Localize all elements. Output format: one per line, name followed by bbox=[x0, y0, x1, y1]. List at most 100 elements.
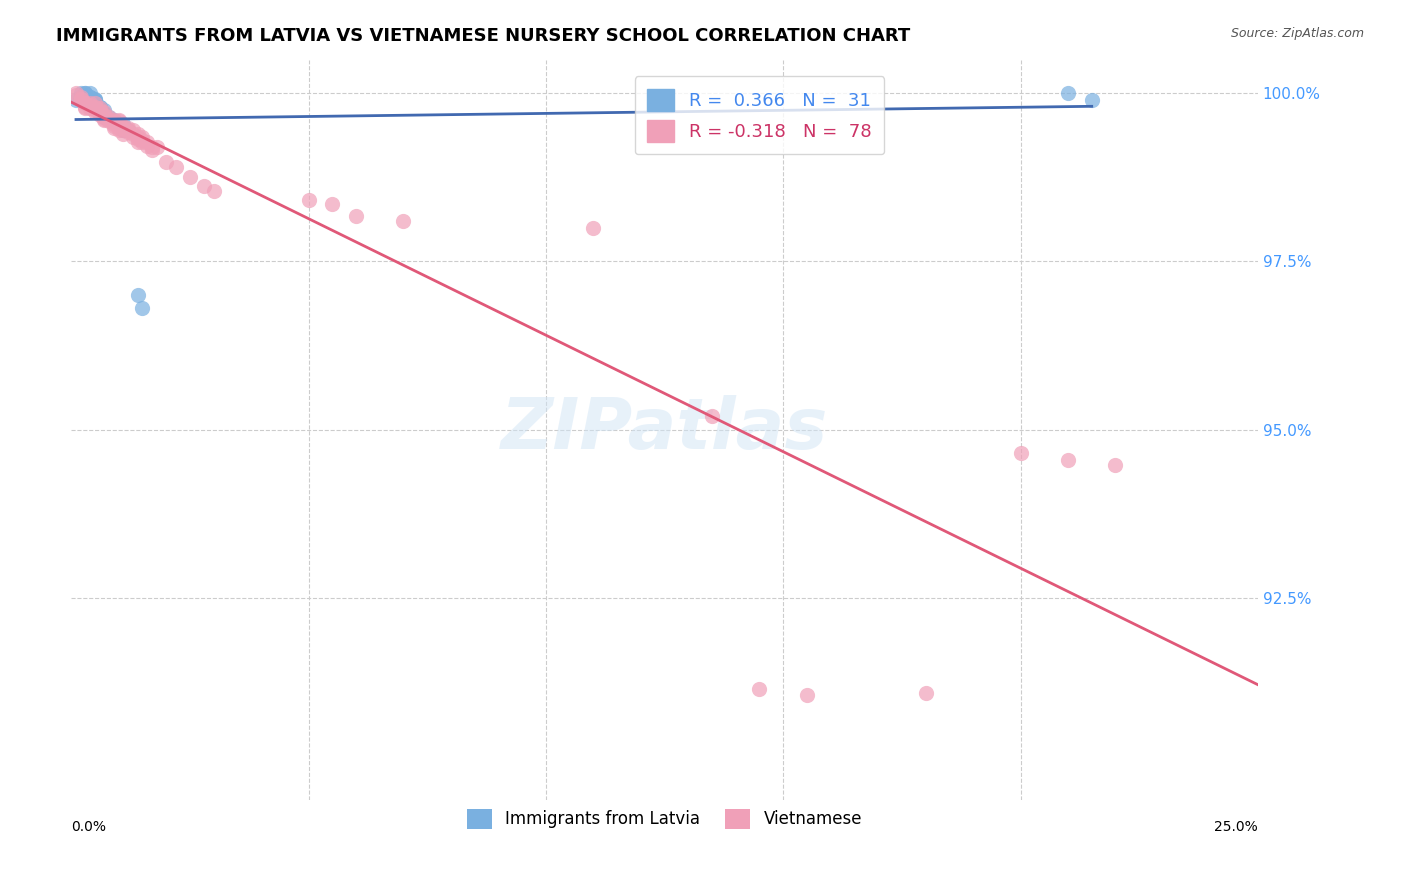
Point bbox=[89, 103, 111, 117]
Point bbox=[107, 119, 129, 133]
Point bbox=[75, 87, 97, 101]
Point bbox=[165, 160, 187, 174]
Point bbox=[79, 98, 101, 112]
Point bbox=[117, 123, 139, 137]
Text: Source: ZipAtlas.com: Source: ZipAtlas.com bbox=[1230, 27, 1364, 40]
Point bbox=[79, 89, 101, 103]
Point bbox=[79, 89, 101, 103]
Point bbox=[98, 112, 121, 126]
Point bbox=[1057, 87, 1080, 101]
Point bbox=[103, 119, 125, 133]
Point bbox=[69, 89, 91, 103]
Point bbox=[112, 123, 135, 137]
Point bbox=[107, 116, 129, 130]
Point bbox=[1104, 458, 1126, 472]
Point bbox=[84, 103, 107, 117]
Point bbox=[75, 89, 97, 103]
Point bbox=[112, 119, 135, 133]
Point bbox=[145, 140, 167, 154]
Point bbox=[69, 92, 91, 106]
Point bbox=[93, 110, 115, 124]
Point bbox=[141, 144, 163, 158]
Point bbox=[155, 154, 177, 169]
Point bbox=[79, 96, 101, 111]
Point bbox=[65, 93, 87, 107]
Point bbox=[914, 686, 936, 700]
Point bbox=[79, 101, 101, 115]
Point bbox=[112, 121, 135, 136]
Point bbox=[75, 96, 97, 111]
Point bbox=[136, 135, 159, 149]
Point bbox=[69, 87, 91, 101]
Point bbox=[321, 197, 343, 211]
Point bbox=[112, 116, 135, 130]
Point bbox=[582, 220, 605, 235]
Point bbox=[107, 121, 129, 136]
Point bbox=[122, 130, 145, 145]
Point bbox=[107, 123, 129, 137]
Legend: Immigrants from Latvia, Vietnamese: Immigrants from Latvia, Vietnamese bbox=[460, 802, 869, 836]
Point bbox=[93, 105, 115, 120]
Point bbox=[89, 101, 111, 115]
Point bbox=[75, 100, 97, 114]
Point bbox=[107, 114, 129, 128]
Point bbox=[112, 127, 135, 141]
Point bbox=[93, 106, 115, 120]
Point bbox=[136, 138, 159, 153]
Point bbox=[75, 101, 97, 115]
Point bbox=[103, 121, 125, 136]
Point bbox=[107, 113, 129, 128]
Point bbox=[75, 96, 97, 111]
Point bbox=[93, 112, 115, 126]
Text: ZIPatlas: ZIPatlas bbox=[501, 395, 828, 464]
Point bbox=[112, 123, 135, 137]
Point bbox=[117, 125, 139, 139]
Text: 0.0%: 0.0% bbox=[72, 820, 107, 834]
Point bbox=[84, 100, 107, 114]
Point bbox=[344, 209, 367, 223]
Point bbox=[98, 110, 121, 124]
Point bbox=[84, 101, 107, 115]
Point bbox=[79, 93, 101, 107]
Point bbox=[131, 133, 153, 147]
Text: 25.0%: 25.0% bbox=[1215, 820, 1258, 834]
Point bbox=[127, 127, 149, 141]
Point bbox=[131, 130, 153, 145]
Point bbox=[193, 179, 215, 194]
Point bbox=[84, 93, 107, 107]
Point bbox=[127, 135, 149, 149]
Point bbox=[65, 87, 87, 101]
Point bbox=[89, 108, 111, 122]
Point bbox=[84, 96, 107, 111]
Point bbox=[93, 110, 115, 124]
Point bbox=[84, 93, 107, 107]
Point bbox=[1057, 453, 1080, 467]
Point bbox=[79, 87, 101, 101]
Point bbox=[141, 140, 163, 154]
Point bbox=[131, 135, 153, 149]
Point bbox=[84, 96, 107, 111]
Point bbox=[392, 214, 415, 228]
Point bbox=[93, 113, 115, 128]
Point bbox=[122, 123, 145, 137]
Point bbox=[69, 92, 91, 106]
Point bbox=[89, 103, 111, 117]
Point bbox=[117, 123, 139, 137]
Text: IMMIGRANTS FROM LATVIA VS VIETNAMESE NURSERY SCHOOL CORRELATION CHART: IMMIGRANTS FROM LATVIA VS VIETNAMESE NUR… bbox=[56, 27, 911, 45]
Point bbox=[93, 108, 115, 122]
Point bbox=[103, 113, 125, 128]
Point bbox=[75, 87, 97, 101]
Point bbox=[127, 288, 149, 302]
Point bbox=[297, 193, 319, 207]
Point bbox=[1080, 93, 1102, 107]
Point bbox=[84, 105, 107, 120]
Point bbox=[84, 96, 107, 111]
Point bbox=[89, 100, 111, 114]
Point bbox=[202, 184, 225, 198]
Point bbox=[122, 127, 145, 141]
Point bbox=[131, 301, 153, 316]
Point bbox=[179, 170, 201, 185]
Point bbox=[1010, 446, 1032, 460]
Point bbox=[127, 130, 149, 145]
Point bbox=[117, 121, 139, 136]
